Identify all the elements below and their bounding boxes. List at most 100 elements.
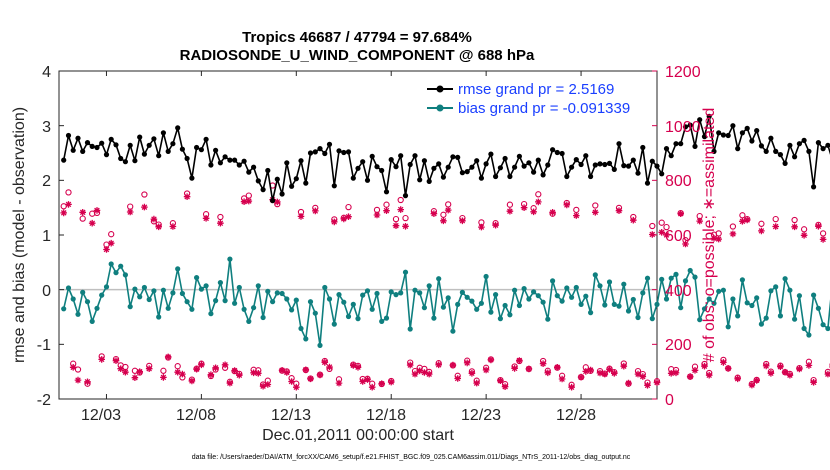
bias-point (61, 306, 67, 312)
bias-point (659, 276, 665, 282)
obs-possible-marker (345, 203, 352, 211)
bias-point (388, 289, 394, 295)
bias-point (488, 309, 494, 315)
bias-point (127, 304, 133, 310)
bias-point (493, 292, 499, 298)
rmse-point (307, 150, 314, 156)
rmse-point (417, 177, 423, 183)
bias-point (773, 284, 779, 290)
obs-assimilated-marker (573, 212, 580, 219)
bias-point (360, 292, 366, 298)
bias-point (483, 273, 489, 280)
bias-point (284, 296, 290, 302)
obs-assimilated-marker (141, 203, 148, 211)
rmse-point (668, 153, 674, 159)
obs-assimilated-marker (326, 363, 333, 371)
bias-point (687, 267, 693, 274)
rmse-point (146, 142, 152, 148)
obs-assimilated-marker (411, 370, 419, 378)
obs-assimilated-marker (359, 378, 366, 385)
obs-assimilated-marker (217, 219, 224, 227)
bias-point (678, 305, 684, 311)
bias-point (274, 290, 280, 296)
rmse-point (483, 161, 489, 167)
obs-assimilated-marker (824, 370, 830, 378)
rmse-point (455, 154, 461, 160)
bias-point (730, 296, 736, 302)
rmse-point (744, 125, 750, 131)
rmse-point (184, 155, 190, 162)
bias-point (213, 298, 219, 304)
rmse-point (260, 187, 266, 193)
obs-assimilated-marker (316, 371, 324, 379)
legend-box (424, 80, 644, 120)
y-left-axis-label: rmse and bias (model - observation) (11, 107, 28, 363)
bias-point (393, 292, 399, 298)
bias-point (421, 305, 427, 311)
y-right-tick-label: 1000 (665, 119, 701, 136)
obs-assimilated-marker (88, 219, 96, 227)
obs-possible-marker (649, 222, 656, 230)
obs-assimilated-marker (587, 366, 594, 374)
obs-assimilated-marker (387, 378, 395, 386)
bias-point (336, 292, 342, 298)
bias-point (232, 300, 238, 306)
bias-point (474, 306, 480, 312)
obs-assimilated-marker (193, 365, 200, 373)
bias-point (241, 306, 247, 312)
obs-assimilated-marker (392, 222, 400, 229)
rmse-point (75, 135, 81, 141)
bias-point (364, 288, 371, 294)
obs-possible-marker (160, 367, 167, 374)
x-tick-label: 12/18 (366, 407, 406, 424)
obs-assimilated-marker (743, 216, 751, 224)
bias-point (450, 328, 456, 334)
obs-assimilated-marker (535, 198, 542, 206)
rmse-point (232, 157, 238, 163)
legend: rmse grand pr = 2.5169 bias grand pr = -… (424, 80, 644, 120)
bias-point (535, 293, 541, 299)
obs-assimilated-marker (274, 198, 281, 206)
bias-point (65, 285, 72, 291)
chart-subtitle: RADIOSONDE_U_WIND_COMPONENT @ 688 hPa (180, 47, 535, 64)
obs-assimilated-marker (321, 359, 329, 366)
rmse-point (735, 146, 741, 152)
bias-point (621, 281, 627, 287)
bias-point (531, 289, 537, 295)
bias-point (417, 290, 423, 296)
obs-assimilated-marker (65, 201, 72, 208)
bias-point (445, 295, 451, 301)
bias-point (716, 288, 722, 294)
obs-possible-marker (141, 191, 148, 198)
obs-assimilated-marker (421, 369, 428, 376)
obs-possible-marker (819, 230, 827, 237)
obs-assimilated-marker (705, 371, 713, 379)
obs-assimilated-marker (696, 217, 703, 225)
bias-point (682, 278, 689, 284)
obs-assimilated-marker (397, 206, 404, 213)
rmse-point (630, 157, 636, 163)
rmse-point (540, 172, 546, 178)
rmse-point (84, 140, 91, 146)
obs-assimilated-marker (463, 359, 471, 367)
rmse-point (270, 198, 276, 204)
rmse-point (478, 175, 484, 181)
obs-assimilated-marker (188, 377, 196, 385)
obs-assimilated-marker (615, 207, 623, 214)
obs-assimilated-marker (150, 215, 158, 223)
rmse-point (611, 166, 617, 172)
bias-point (246, 318, 252, 324)
rmse-point (635, 170, 641, 176)
obs-possible-marker (217, 213, 224, 221)
rmse-point (659, 171, 665, 177)
rmse-series-group (61, 113, 830, 204)
obs-assimilated-marker (625, 379, 632, 387)
obs-possible-marker (592, 202, 599, 209)
obs-assimilated-marker (791, 223, 798, 231)
rmse-point (720, 132, 727, 138)
rmse-point (682, 124, 689, 130)
bias-point (312, 310, 318, 316)
rmse-point (678, 141, 684, 147)
rmse-point (711, 148, 717, 154)
bias-point (80, 289, 86, 295)
